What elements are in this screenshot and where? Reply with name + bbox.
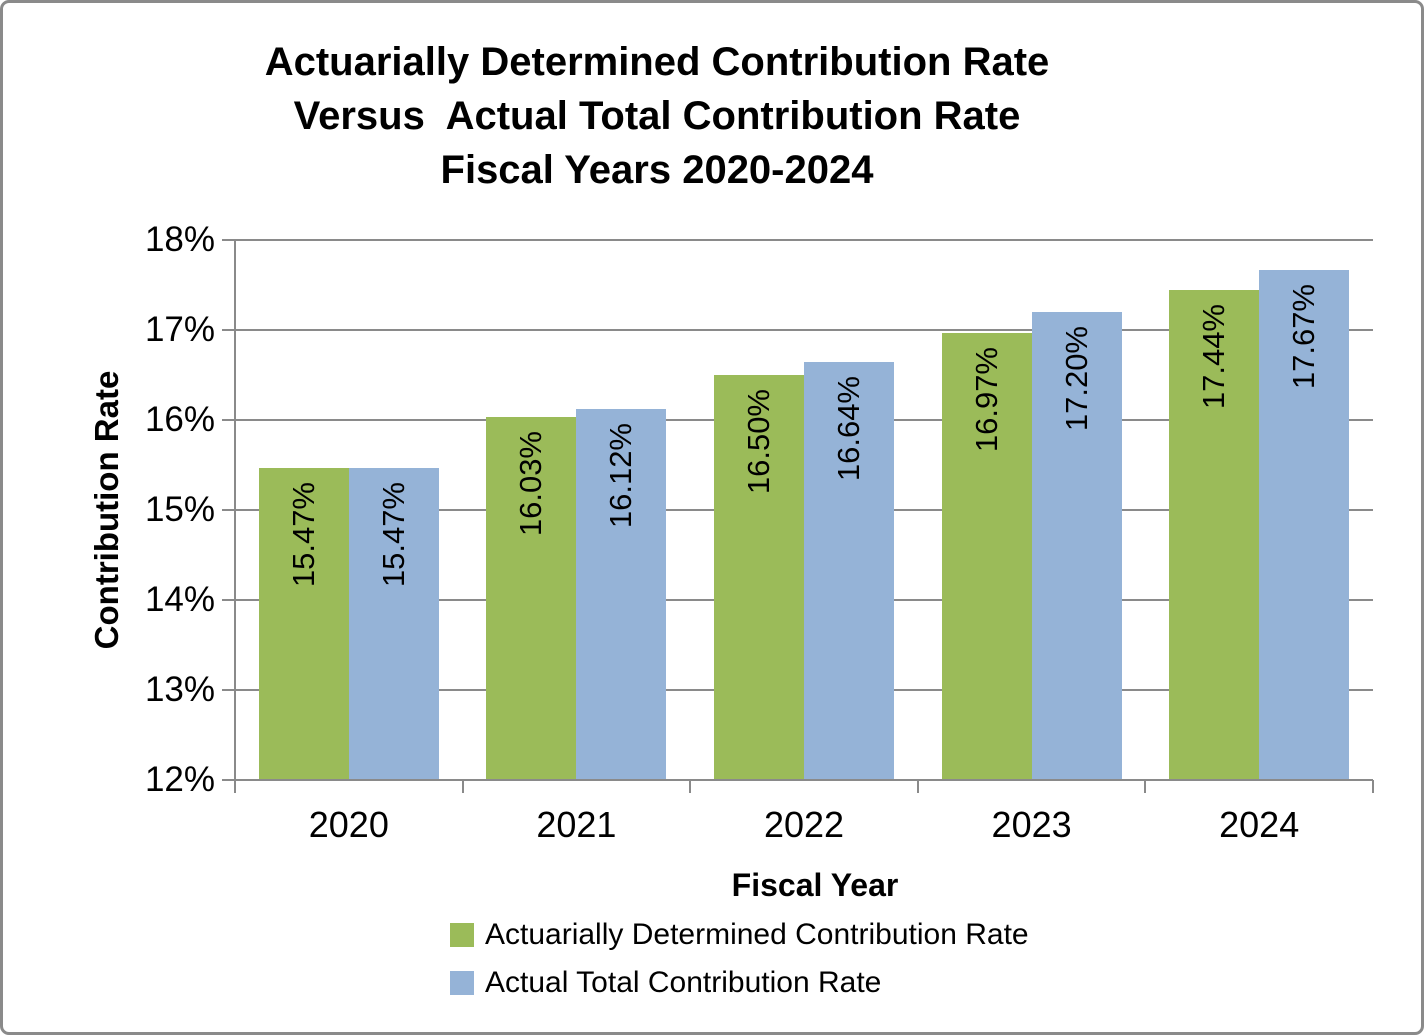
x-tick-label: 2020 xyxy=(308,804,389,845)
bar-label-wrap: 15.47% xyxy=(259,482,349,587)
legend-item: Actual Total Contribution Rate xyxy=(450,967,1029,999)
y-axis-tick xyxy=(222,779,235,781)
bar-actual-2021: 16.12% xyxy=(576,409,667,780)
bar-label-wrap: 17.67% xyxy=(1259,284,1349,389)
legend-label: Actuarially Determined Contribution Rate xyxy=(485,918,1029,951)
y-axis-tick xyxy=(222,599,235,601)
bar-label-wrap: 16.03% xyxy=(486,431,576,536)
bar-value-label: 16.03% xyxy=(513,431,549,537)
x-axis-tick xyxy=(1144,780,1147,793)
gridline xyxy=(235,239,1373,241)
bar-determined-2022: 16.50% xyxy=(714,375,804,780)
bar-label-wrap: 16.12% xyxy=(576,423,666,528)
bar-actual-2020: 15.47% xyxy=(348,467,439,780)
chart-title: Actuarially Determined Contribution Rate… xyxy=(3,35,1311,197)
bar-determined-2024: 17.44% xyxy=(1169,290,1260,780)
bar-label-wrap: 16.97% xyxy=(942,347,1032,452)
x-tick-label: 2024 xyxy=(1219,804,1300,845)
x-tick-label: 2023 xyxy=(991,804,1072,845)
y-axis-tick xyxy=(222,329,235,331)
y-tick-label: 15% xyxy=(144,490,215,529)
y-axis-line xyxy=(234,240,236,780)
bar-value-label: 16.50% xyxy=(741,389,776,495)
bar-actual-2024: 17.67% xyxy=(1259,269,1350,780)
legend-swatch-icon xyxy=(450,971,474,995)
y-axis-tick xyxy=(222,239,235,241)
x-tick-label: 2022 xyxy=(763,804,845,845)
bar-label-wrap: 15.47% xyxy=(349,482,439,587)
legend-item: Actuarially Determined Contribution Rate xyxy=(450,919,1029,951)
x-tick-label: 2021 xyxy=(536,804,617,845)
bar-determined-2023: 16.97% xyxy=(941,332,1032,780)
bar-value-label: 17.20% xyxy=(1058,326,1094,432)
bar-label-wrap: 17.20% xyxy=(1032,326,1122,431)
y-tick-label: 14% xyxy=(144,580,215,619)
y-axis-tick xyxy=(222,689,235,691)
bar-label-wrap: 16.64% xyxy=(804,376,894,481)
bar-actual-2022: 16.64% xyxy=(804,362,894,780)
y-axis-tick xyxy=(222,419,235,421)
bar-label-wrap: 17.44% xyxy=(1169,304,1259,409)
bar-determined-2020: 15.47% xyxy=(258,467,349,780)
bar-value-label: 17.67% xyxy=(1286,283,1322,389)
bar-value-label: 15.47% xyxy=(285,481,321,587)
chart-title-line-1: Actuarially Determined Contribution Rate xyxy=(264,40,1050,84)
x-axis-tick xyxy=(689,780,692,793)
y-tick-label: 17% xyxy=(144,310,215,349)
chart-title-line-3: Fiscal Years 2020-2024 xyxy=(440,148,874,192)
x-axis-title: Fiscal Year xyxy=(731,867,899,903)
bar-value-label: 16.97% xyxy=(968,346,1004,452)
legend-label: Actual Total Contribution Rate xyxy=(485,966,882,999)
bar-determined-2021: 16.03% xyxy=(486,417,577,780)
y-tick-label: 13% xyxy=(144,670,215,709)
x-axis-tick xyxy=(234,780,236,793)
y-tick-label: 18% xyxy=(144,220,215,259)
bar-label-wrap: 16.50% xyxy=(714,389,804,494)
y-axis-tick xyxy=(222,509,235,511)
x-axis-tick xyxy=(461,780,464,793)
x-axis-tick xyxy=(1372,780,1374,793)
legend: Actuarially Determined Contribution Rate… xyxy=(450,919,1029,1015)
y-tick-label: 12% xyxy=(144,760,215,799)
bar-value-label: 15.47% xyxy=(375,481,411,587)
bar-value-label: 17.44% xyxy=(1196,304,1232,410)
bar-actual-2023: 17.20% xyxy=(1031,312,1122,780)
gridline xyxy=(235,329,1373,331)
legend-swatch-icon xyxy=(450,923,474,947)
chart-title-line-2: Versus Actual Total Contribution Rate xyxy=(293,94,1021,138)
y-tick-label: 16% xyxy=(144,400,215,439)
bar-value-label: 16.64% xyxy=(831,376,866,482)
x-axis-tick xyxy=(916,780,919,793)
bar-value-label: 16.12% xyxy=(603,423,639,529)
x-axis-line xyxy=(235,779,1373,781)
